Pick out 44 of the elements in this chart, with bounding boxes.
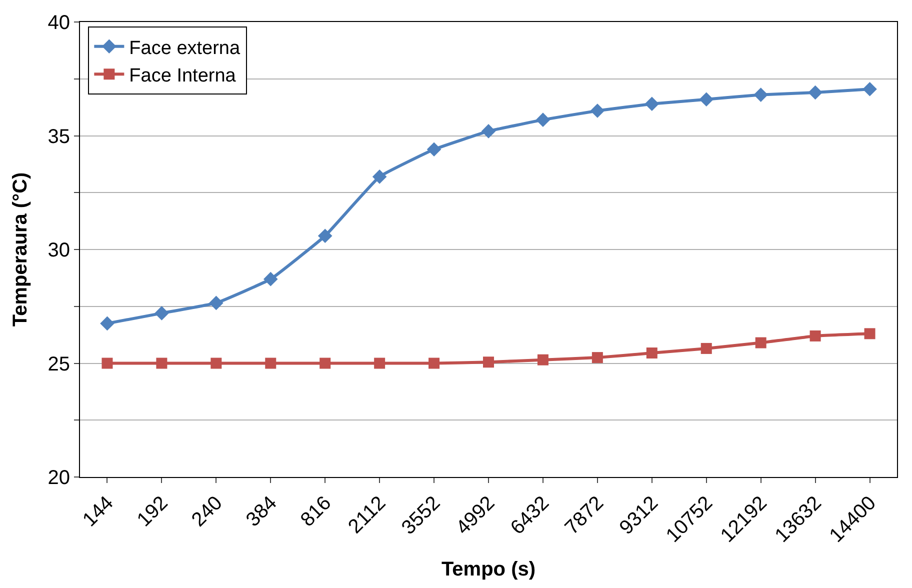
point bbox=[372, 170, 387, 184]
point bbox=[754, 88, 768, 102]
point bbox=[156, 358, 168, 369]
y-tick-label: 30 bbox=[48, 240, 70, 262]
point bbox=[483, 356, 494, 368]
x-axis-title: Tempo (s) bbox=[441, 558, 536, 580]
point bbox=[209, 296, 224, 310]
x-tick-label: 192 bbox=[133, 492, 172, 532]
x-tick-label: 384 bbox=[242, 492, 282, 532]
point bbox=[102, 358, 113, 369]
point bbox=[644, 96, 660, 112]
point bbox=[263, 272, 278, 286]
x-tick-label: 144 bbox=[78, 492, 118, 532]
point bbox=[755, 337, 766, 348]
x-tick-label: 816 bbox=[296, 492, 336, 532]
legend-label: Face Interna bbox=[129, 66, 236, 87]
y-tick-label: 35 bbox=[48, 126, 70, 148]
point bbox=[481, 124, 496, 138]
point bbox=[808, 85, 822, 100]
point bbox=[646, 348, 658, 359]
point bbox=[699, 92, 714, 106]
point bbox=[426, 142, 442, 157]
point bbox=[700, 342, 712, 354]
point bbox=[592, 352, 603, 364]
point bbox=[862, 82, 877, 96]
point bbox=[537, 354, 548, 366]
point bbox=[810, 330, 821, 342]
point bbox=[590, 104, 605, 118]
point bbox=[265, 358, 276, 369]
point bbox=[210, 358, 222, 369]
point bbox=[318, 228, 332, 243]
point bbox=[374, 358, 386, 369]
point bbox=[154, 306, 169, 320]
point bbox=[320, 358, 331, 369]
point bbox=[864, 328, 876, 340]
legend-label: Face externa bbox=[129, 38, 240, 59]
y-axis-title: Temperaura (°C) bbox=[9, 172, 32, 327]
x-tick-label: 240 bbox=[188, 492, 227, 532]
y-tick-label: 25 bbox=[48, 353, 70, 376]
y-tick-label: 40 bbox=[48, 12, 70, 34]
y-tick-label: 20 bbox=[48, 467, 70, 489]
point bbox=[536, 112, 550, 127]
point bbox=[100, 316, 114, 331]
point bbox=[428, 358, 440, 369]
